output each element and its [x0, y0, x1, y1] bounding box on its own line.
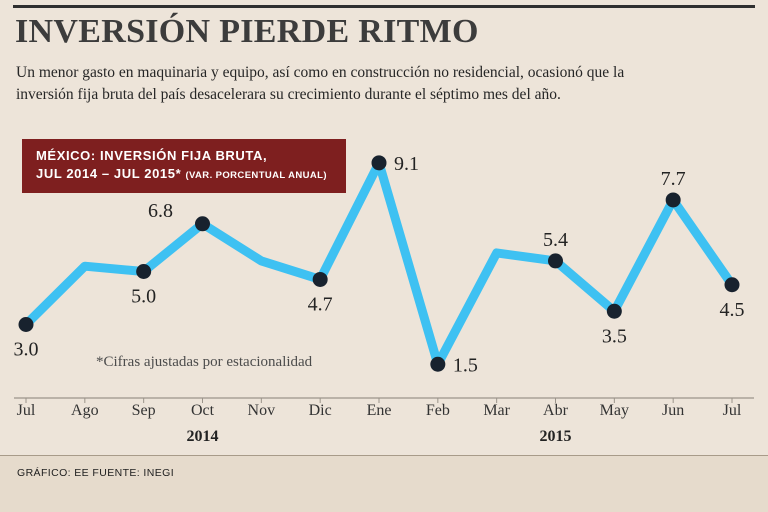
- subtitle-line-1: Un menor gasto en maquinaria y equipo, a…: [16, 64, 625, 81]
- x-tick-label: Ene: [366, 402, 392, 419]
- data-point-label: 5.0: [131, 286, 156, 308]
- data-point-label: 4.5: [720, 299, 745, 321]
- data-point-label: 4.7: [308, 293, 333, 315]
- x-tick-label: Abr: [543, 402, 568, 419]
- data-point-label: 1.5: [453, 354, 478, 376]
- x-tick-label: Ago: [71, 402, 99, 419]
- credit-divider: [0, 455, 768, 456]
- chart-legend-box: MÉXICO: INVERSIÓN FIJA BRUTA, JUL 2014 –…: [22, 139, 346, 193]
- line-chart: 3.0 5.0 6.8 4.7 9.1 1.5 5.4 3.5 7.7 4.5: [14, 153, 754, 403]
- year-label: 2014: [186, 428, 219, 445]
- legend-line-2: JUL 2014 – JUL 2015* (VAR. PORCENTUAL AN…: [36, 166, 346, 181]
- data-point-label: 5.4: [543, 229, 568, 251]
- x-tick-label: Sep: [131, 402, 156, 419]
- x-tick-label: Jul: [722, 402, 742, 419]
- x-tick-label: Dic: [308, 402, 332, 419]
- data-point-dot: [136, 264, 152, 279]
- year-label: 2015: [539, 428, 572, 445]
- credit-text: GRÁFICO: EE FUENTE: INEGI: [17, 467, 175, 479]
- x-tick-label: Jul: [16, 402, 36, 419]
- data-point-label: 7.7: [661, 168, 686, 190]
- legend-date-range: JUL 2014 – JUL 2015*: [36, 166, 182, 181]
- footnote: *Cifras ajustadas por estacionalidad: [96, 354, 313, 370]
- data-point-dot: [18, 317, 34, 332]
- data-point-dot: [312, 271, 328, 287]
- data-point-dot: [548, 253, 563, 269]
- x-tick-label: May: [599, 402, 629, 419]
- x-tick-label: Jun: [662, 402, 685, 419]
- data-point-label: 3.5: [602, 325, 627, 347]
- data-point-label: 9.1: [394, 153, 419, 175]
- legend-line-1: MÉXICO: INVERSIÓN FIJA BRUTA,: [36, 148, 268, 163]
- data-point-dot: [606, 303, 622, 319]
- x-tick-label: Oct: [190, 402, 215, 419]
- data-point-dot: [430, 356, 446, 372]
- data-point-label: 3.0: [14, 339, 39, 361]
- subtitle-line-2: inversión fija bruta del país desacelera…: [16, 86, 561, 103]
- legend-unit-note: (VAR. PORCENTUAL ANUAL): [185, 170, 327, 181]
- page-title: INVERSIÓN PIERDE RITMO: [15, 13, 479, 50]
- data-point-dot: [371, 155, 387, 171]
- x-tick-label: Mar: [483, 402, 510, 419]
- data-point-dot: [724, 277, 740, 293]
- x-tick-label: Feb: [425, 402, 450, 419]
- data-point-dot: [195, 216, 210, 232]
- data-point-label: 6.8: [148, 200, 173, 222]
- x-tick-label: Nov: [247, 402, 276, 419]
- top-rule: [13, 5, 755, 8]
- credit-bar: GRÁFICO: EE FUENTE: INEGI: [0, 456, 768, 512]
- data-point-dot: [665, 192, 681, 208]
